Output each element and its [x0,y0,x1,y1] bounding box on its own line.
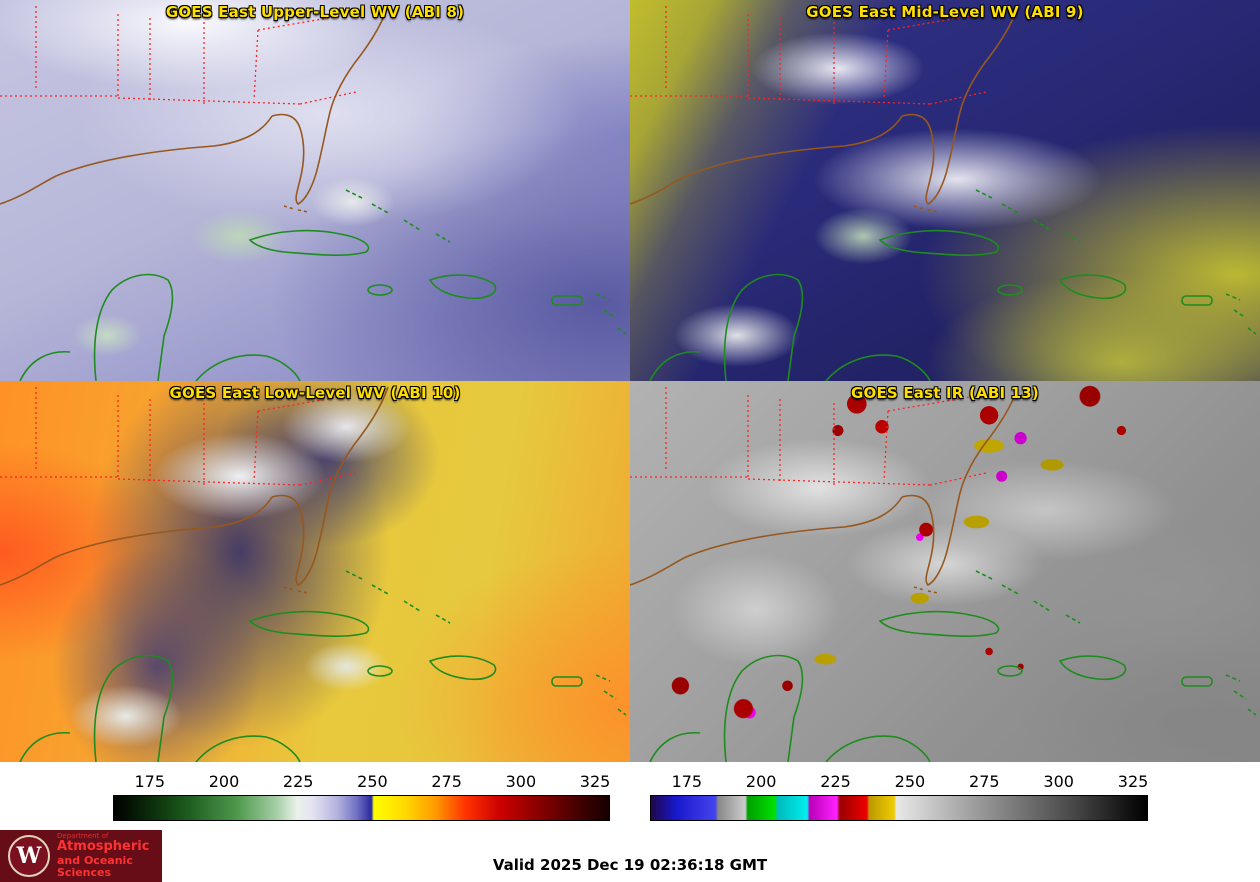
panel-mid-level-wv[interactable]: GOES East Mid-Level WV (ABI 9) [630,0,1260,381]
colorbar-tick: 250 [357,772,388,791]
panel-title-abi9: GOES East Mid-Level WV (ABI 9) [806,3,1084,21]
aos-department-logo: W Department of Atmospheric and Oceanic … [0,830,162,882]
colorbar-tick: 300 [505,772,537,791]
panel-upper-level-wv[interactable]: GOES East Upper-Level WV (ABI 8) [0,0,630,381]
satellite-panel-grid: GOES East Upper-Level WV (ABI 8) GOES Ea… [0,0,1260,762]
colorbar-ir-ticks: 175 200 225 250 275 300 325 [650,770,1149,792]
logo-text: Department of Atmospheric and Oceanic Sc… [57,832,154,880]
satellite-imagery-abi10 [0,381,630,762]
panel-title-abi10: GOES East Low-Level WV (ABI 10) [169,384,461,402]
panel-ir[interactable]: GOES East IR (ABI 13) [630,381,1260,762]
satellite-imagery-abi8 [0,0,630,381]
colorbar-tick: 325 [579,772,611,791]
panel-low-level-wv[interactable]: GOES East Low-Level WV (ABI 10) [0,381,630,762]
valid-timestamp: Valid 2025 Dec 19 02:36:18 GMT [492,856,768,874]
colorbar-tick: 175 [671,772,703,791]
colorbar-tick: 225 [820,772,851,791]
colorbar-tick: 175 [134,772,166,791]
colorbar-tick: 225 [282,772,314,791]
colorbar-wv: 175 200 225 250 275 300 325 [113,770,610,826]
colorbar-tick: 200 [208,772,240,791]
satellite-imagery-abi13 [630,381,1260,762]
colorbar-ir-gradient [650,795,1148,821]
panel-title-abi8: GOES East Upper-Level WV (ABI 8) [165,3,465,21]
colorbar-tick: 325 [1117,772,1149,791]
logo-line1: Atmospheric [57,838,150,854]
uw-crest-icon: W [8,835,50,877]
crest-letter: W [16,843,42,869]
colorbar-wv-gradient [113,795,610,821]
colorbar-tick: 200 [745,772,777,791]
colorbar-tick: 275 [431,772,462,791]
footer: 175 200 225 250 275 300 325 175 200 225 250 275 300… [0,762,1260,882]
colorbar-tick: 275 [969,772,1000,791]
satellite-imagery-abi9 [630,0,1260,381]
logo-dept-label: Department of [57,831,109,840]
logo-line2: and Oceanic Sciences [57,853,133,880]
panel-title-abi13: GOES East IR (ABI 13) [850,384,1039,402]
colorbar-tick: 300 [1043,772,1074,791]
colorbar-tick: 250 [894,772,926,791]
colorbar-ir: 175 200 225 250 275 300 325 [650,770,1148,826]
colorbar-wv-ticks: 175 200 225 250 275 300 325 [113,770,610,792]
